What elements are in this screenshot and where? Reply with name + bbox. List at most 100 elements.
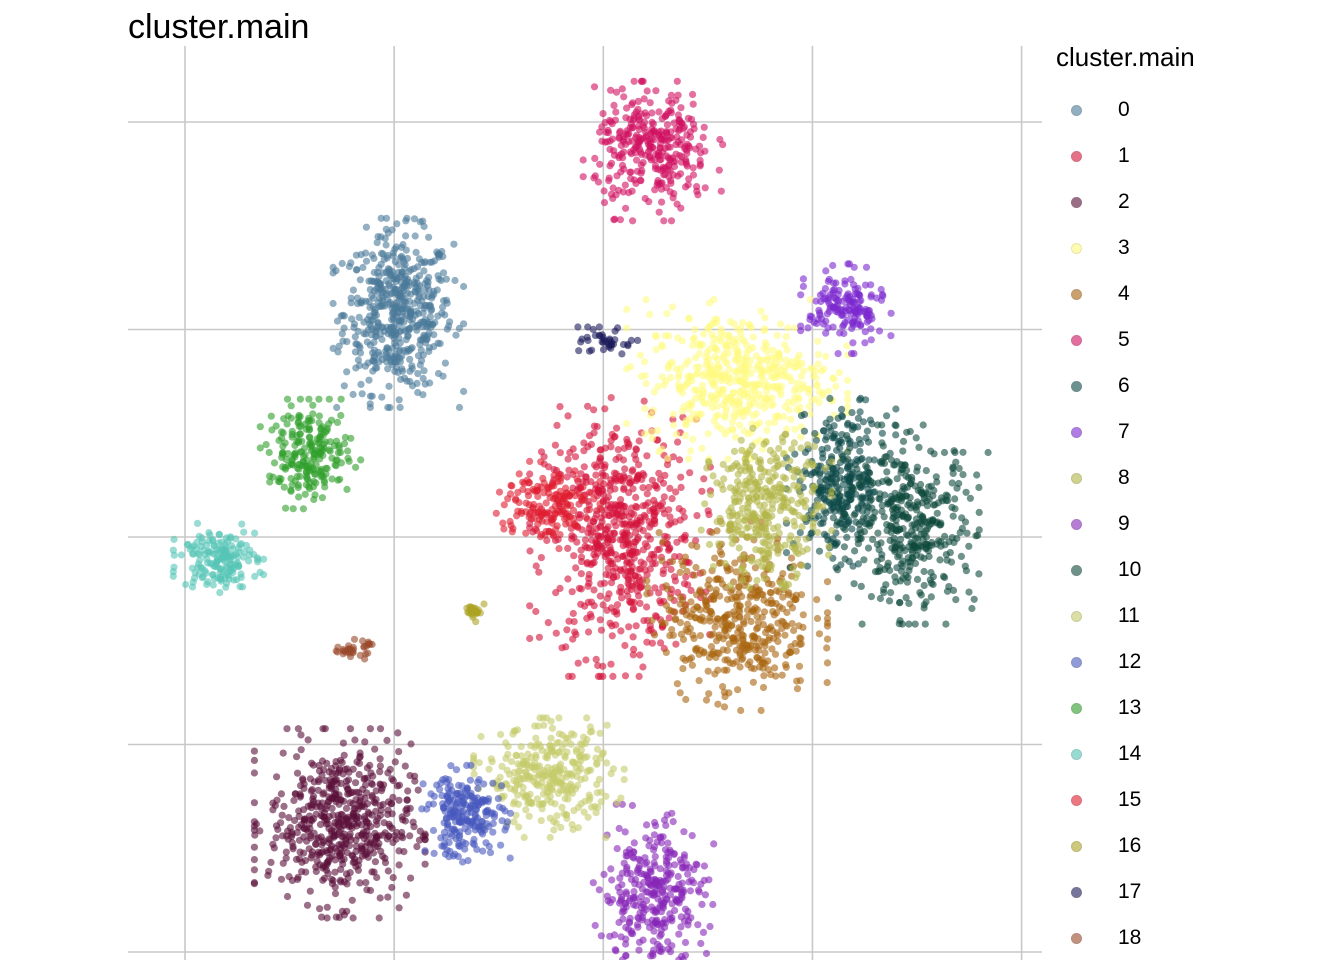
point-cluster-10 — [903, 429, 910, 436]
point-cluster-4 — [710, 595, 717, 602]
point-cluster-2 — [347, 725, 354, 732]
point-cluster-0 — [456, 404, 463, 411]
point-cluster-9 — [652, 877, 659, 884]
point-cluster-5 — [675, 127, 682, 134]
point-cluster-5 — [664, 121, 671, 128]
point-cluster-5 — [622, 205, 629, 212]
point-cluster-2 — [251, 879, 258, 886]
point-cluster-8 — [828, 527, 835, 534]
cluster-2-points — [251, 725, 429, 922]
point-cluster-10 — [958, 553, 965, 560]
point-cluster-10 — [899, 512, 906, 519]
point-cluster-9 — [670, 818, 677, 825]
point-cluster-10 — [951, 495, 958, 502]
point-cluster-9 — [666, 910, 673, 917]
point-cluster-11 — [577, 740, 584, 747]
point-cluster-7 — [867, 281, 874, 288]
point-cluster-5 — [685, 143, 692, 150]
point-cluster-7 — [873, 295, 880, 302]
point-cluster-5 — [654, 182, 661, 189]
point-cluster-10 — [907, 539, 914, 546]
point-cluster-1 — [652, 560, 659, 567]
point-cluster-6 — [844, 486, 851, 493]
point-cluster-7 — [863, 264, 870, 271]
point-cluster-0 — [369, 393, 376, 400]
cluster-5-points — [580, 78, 727, 225]
point-cluster-9 — [678, 913, 685, 920]
point-cluster-4 — [792, 596, 799, 603]
point-cluster-3 — [794, 380, 801, 387]
point-cluster-3 — [689, 436, 696, 443]
point-cluster-3 — [718, 373, 725, 380]
point-cluster-4 — [705, 690, 712, 697]
point-cluster-0 — [398, 269, 405, 276]
point-cluster-0 — [385, 383, 392, 390]
point-cluster-7 — [804, 324, 811, 331]
point-cluster-9 — [694, 921, 701, 928]
point-cluster-4 — [724, 647, 731, 654]
point-cluster-1 — [614, 601, 621, 608]
point-cluster-5 — [608, 191, 615, 198]
point-cluster-11 — [563, 811, 570, 818]
point-cluster-11 — [544, 764, 551, 771]
point-cluster-4 — [781, 632, 788, 639]
point-cluster-1 — [613, 608, 620, 615]
point-cluster-5 — [650, 120, 657, 127]
point-cluster-4 — [750, 679, 757, 686]
point-cluster-0 — [359, 264, 366, 271]
point-cluster-5 — [638, 78, 645, 85]
point-cluster-0 — [378, 250, 385, 257]
point-cluster-3 — [746, 363, 753, 370]
point-cluster-1 — [564, 412, 571, 419]
point-cluster-3 — [733, 357, 740, 364]
point-cluster-4 — [705, 668, 712, 675]
point-cluster-10 — [851, 580, 858, 587]
point-cluster-5 — [631, 78, 638, 85]
point-cluster-2 — [358, 821, 365, 828]
point-cluster-3 — [753, 395, 760, 402]
point-cluster-6 — [833, 447, 840, 454]
point-cluster-1 — [526, 602, 533, 609]
point-cluster-3 — [649, 435, 656, 442]
point-cluster-1 — [556, 585, 563, 592]
point-cluster-5 — [625, 189, 632, 196]
point-cluster-4 — [753, 625, 760, 632]
point-cluster-2 — [331, 790, 338, 797]
point-cluster-11 — [547, 815, 554, 822]
point-cluster-10 — [959, 449, 966, 456]
point-cluster-9 — [664, 938, 671, 945]
point-cluster-11 — [556, 763, 563, 770]
point-cluster-9 — [650, 937, 657, 944]
point-cluster-7 — [876, 327, 883, 334]
point-cluster-0 — [434, 286, 441, 293]
point-cluster-10 — [876, 490, 883, 497]
point-cluster-10 — [934, 510, 941, 517]
point-cluster-3 — [705, 373, 712, 380]
point-cluster-2 — [350, 859, 357, 866]
point-cluster-5 — [619, 85, 626, 92]
point-cluster-6 — [844, 449, 851, 456]
point-cluster-8 — [735, 517, 742, 524]
point-cluster-11 — [560, 786, 567, 793]
point-cluster-7 — [807, 313, 814, 320]
point-cluster-3 — [723, 345, 730, 352]
point-cluster-10 — [844, 456, 851, 463]
point-cluster-2 — [321, 809, 328, 816]
point-cluster-6 — [801, 428, 808, 435]
point-cluster-10 — [865, 545, 872, 552]
point-cluster-0 — [333, 404, 340, 411]
point-cluster-2 — [298, 868, 305, 875]
point-cluster-10 — [899, 448, 906, 455]
point-cluster-11 — [514, 781, 521, 788]
point-cluster-10 — [949, 479, 956, 486]
point-cluster-3 — [707, 322, 714, 329]
point-cluster-2 — [320, 789, 327, 796]
point-cluster-10 — [912, 560, 919, 567]
point-cluster-6 — [845, 517, 852, 524]
point-cluster-1 — [545, 619, 552, 626]
point-cluster-7 — [868, 336, 875, 343]
point-cluster-9 — [607, 899, 614, 906]
point-cluster-5 — [599, 110, 606, 117]
point-cluster-0 — [356, 314, 363, 321]
point-cluster-3 — [836, 369, 843, 376]
